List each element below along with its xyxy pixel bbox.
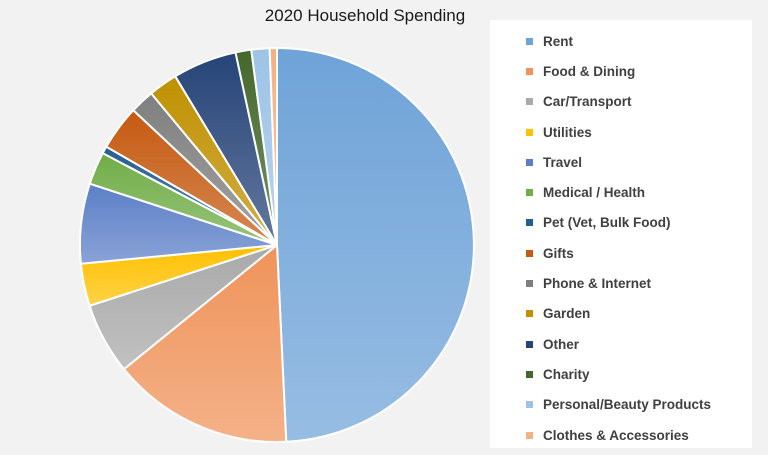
legend-label: Phone & Internet [543, 276, 652, 292]
legend-swatch [526, 401, 533, 409]
legend-label: Medical / Health [543, 185, 646, 201]
legend-swatch [526, 340, 533, 348]
legend: Rent Food & Dining Car/Transport Utilities T… [490, 20, 752, 448]
legend-swatch [526, 431, 533, 439]
legend-swatch [526, 189, 533, 197]
legend-label: Other [543, 336, 580, 352]
legend-label: Rent [543, 33, 573, 49]
legend-item: Personal/Beauty Products [526, 390, 752, 420]
legend-item: Garden [526, 299, 752, 329]
legend-item: Utilities [526, 117, 752, 147]
legend-swatch [526, 249, 533, 257]
legend-swatch [526, 219, 533, 227]
legend-item: Phone & Internet [526, 268, 752, 298]
legend-swatch [526, 370, 533, 378]
legend-swatch [526, 158, 533, 166]
legend-swatch [526, 98, 533, 106]
legend-item: Travel [526, 147, 752, 177]
legend-item: Pet (Vet, Bulk Food) [526, 208, 752, 238]
legend-label: Utilities [543, 124, 592, 140]
legend-label: Travel [543, 154, 583, 170]
legend-label: Garden [543, 306, 591, 322]
legend-label: Car/Transport [543, 94, 632, 110]
legend-item: Food & Dining [526, 56, 752, 86]
legend-label: Pet (Vet, Bulk Food) [543, 215, 671, 231]
legend-label: Personal/Beauty Products [543, 397, 712, 413]
chart-title: 2020 Household Spending [264, 6, 466, 25]
legend-label: Gifts [543, 245, 574, 261]
legend-swatch [526, 280, 533, 288]
legend-swatch [526, 67, 533, 75]
legend-item: Other [526, 329, 752, 359]
legend-label: Clothes & Accessories [543, 427, 689, 443]
pie-slice-rent [276, 46, 475, 443]
legend-label: Charity [543, 366, 590, 382]
legend-item: Charity [526, 359, 752, 389]
pie-slice-food-dining [122, 242, 288, 443]
legend-item: Car/Transport [526, 87, 752, 117]
legend-label: Food & Dining [543, 63, 636, 79]
pie-slice-clothes-accessories [268, 46, 278, 246]
legend-item: Rent [526, 26, 752, 56]
legend-swatch [526, 37, 533, 45]
legend-swatch [526, 128, 533, 136]
legend-item: Clothes & Accessories [526, 420, 752, 450]
legend-swatch [526, 310, 533, 318]
legend-item: Medical / Health [526, 177, 752, 207]
legend-item: Gifts [526, 238, 752, 268]
